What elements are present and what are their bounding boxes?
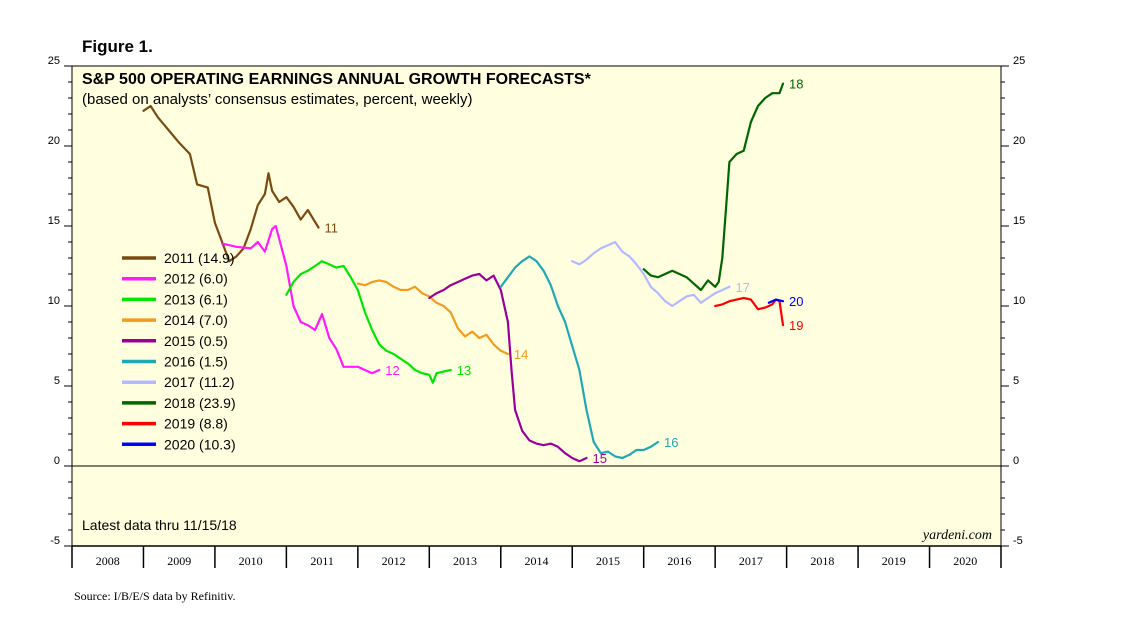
y-tick-label-left: 15 xyxy=(48,215,60,227)
series-end-label: 13 xyxy=(457,363,471,378)
y-tick-label-right: 0 xyxy=(1013,455,1019,467)
series-end-label: 17 xyxy=(735,280,749,295)
series-line xyxy=(221,224,381,375)
series-end-label: 12 xyxy=(385,363,399,378)
legend-label: 2013 (6.1) xyxy=(164,291,228,307)
y-tick-label-left: 25 xyxy=(48,55,60,67)
y-tick-label-left: 20 xyxy=(48,135,60,147)
series-end-label: 19 xyxy=(789,318,803,333)
series-line xyxy=(356,279,509,356)
series-line xyxy=(142,104,320,263)
series-line xyxy=(285,260,452,384)
chart-title: S&P 500 OPERATING EARNINGS ANNUAL GROWTH… xyxy=(82,71,592,88)
x-tick-label: 2012 xyxy=(382,554,406,568)
series-end-label: 14 xyxy=(514,347,528,362)
x-tick-label: 2013 xyxy=(453,554,477,568)
series-end-label: 20 xyxy=(789,294,803,309)
legend-label: 2014 (7.0) xyxy=(164,312,228,328)
figure-label: Figure 1. xyxy=(82,37,153,56)
x-tick-label: 2009 xyxy=(167,554,191,568)
legend-label: 2012 (6.0) xyxy=(164,271,228,287)
legend-label: 2017 (11.2) xyxy=(164,374,235,390)
x-tick-label: 2017 xyxy=(739,554,763,568)
series-lines: 11 12 13 14 15 16 17 18 19 20 xyxy=(142,77,804,466)
y-tick-label-left: 5 xyxy=(54,375,60,387)
legend-label: 2011 (14.9) xyxy=(164,250,235,266)
legend: 2011 (14.9) 2012 (6.0) 2013 (6.1) 2014 (7.0… xyxy=(122,250,236,452)
y-tick-label-right: 5 xyxy=(1013,375,1019,387)
series-end-label: 16 xyxy=(664,435,678,450)
x-tick-label: 2020 xyxy=(953,554,977,568)
source-note: Source: I/B/E/S data by Refinitiv. xyxy=(74,589,236,603)
x-tick-label: 2016 xyxy=(667,554,691,568)
latest-data-note: Latest data thru 11/15/18 xyxy=(82,517,237,533)
y-tick-label-right: 10 xyxy=(1013,295,1025,307)
legend-label: 2015 (0.5) xyxy=(164,333,228,349)
y-tick-label-right: 15 xyxy=(1013,215,1025,227)
y-tick-label-right: 25 xyxy=(1013,55,1025,67)
legend-label: 2016 (1.5) xyxy=(164,354,228,370)
x-tick-label: 2015 xyxy=(596,554,620,568)
chart-subtitle: (based on analysts’ consensus estimates,… xyxy=(82,91,472,108)
x-tick-label: 2011 xyxy=(310,554,334,568)
x-tick-label: 2010 xyxy=(239,554,263,568)
y-tick-label-left: 0 xyxy=(54,455,60,467)
series-end-label: 18 xyxy=(789,77,803,92)
series-line xyxy=(767,298,785,304)
legend-label: 2019 (8.8) xyxy=(164,416,228,432)
x-tick-label: 2008 xyxy=(96,554,120,568)
series-end-label: 11 xyxy=(325,221,339,236)
legend-label: 2020 (10.3) xyxy=(164,436,236,452)
x-tick-label: 2018 xyxy=(810,554,834,568)
x-tick-label: 2019 xyxy=(882,554,906,568)
series-end-label: 15 xyxy=(593,451,607,466)
brand-label: yardeni.com xyxy=(921,528,992,543)
legend-label: 2018 (23.9) xyxy=(164,395,236,411)
y-tick-label-left: 10 xyxy=(48,295,60,307)
series-line xyxy=(571,240,731,308)
y-tick-label-right: -5 xyxy=(1013,535,1023,547)
series-line xyxy=(642,82,785,292)
series-line xyxy=(428,272,588,463)
x-tick-label: 2014 xyxy=(525,554,549,568)
series-line xyxy=(499,255,660,460)
y-tick-label-left: -5 xyxy=(50,535,60,547)
y-tick-label-right: 20 xyxy=(1013,135,1025,147)
